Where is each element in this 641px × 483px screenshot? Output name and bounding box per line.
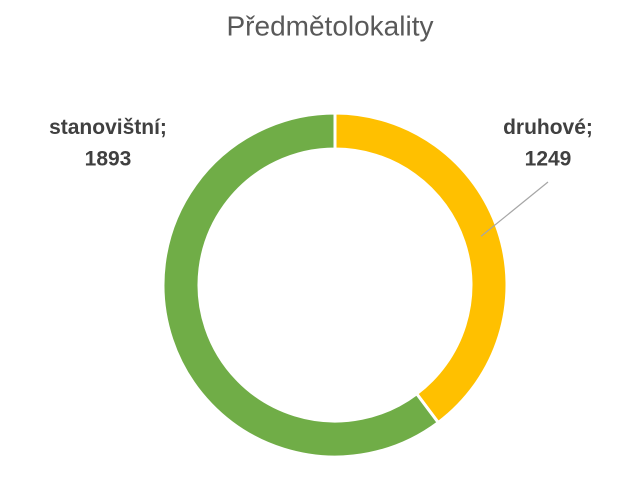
category-name: stanovištní [49,116,161,139]
data-label: druhové; [503,116,593,139]
data-value: 1893 [85,148,132,171]
label-separator: ; [160,116,167,139]
data-label: stanovištní; [49,116,167,139]
donut-segment [333,111,509,425]
category-name: druhové [503,116,586,139]
donut-segment [161,111,441,459]
chart-title: Předmětolokality [227,10,434,41]
label-separator: ; [586,116,593,139]
data-value: 1249 [525,148,572,171]
leader-line [480,181,549,237]
